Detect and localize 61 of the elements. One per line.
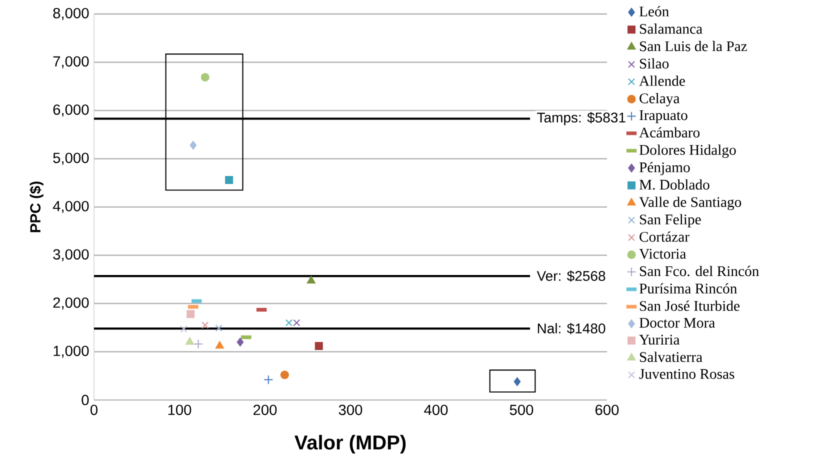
y-tick-label: 3,000: [53, 249, 89, 262]
legend-label: Juventino Rosas: [639, 369, 734, 379]
legend-label: M. Doblado: [639, 179, 710, 190]
point: [215, 324, 222, 332]
legend-label: Celaya: [640, 93, 680, 106]
legend-label: Salamanca: [640, 24, 702, 34]
legend-label: Allende: [639, 76, 685, 86]
y-tick-label: 8,000: [53, 8, 89, 20]
legend-label: San Luis de la Paz: [640, 40, 747, 52]
legend-label: León: [639, 6, 669, 16]
point: [215, 340, 224, 349]
ref-line-label: Tamps: $5831: [537, 112, 626, 126]
point: [180, 326, 188, 333]
x-tick-label: 200: [253, 404, 277, 416]
legend-label: Irapuato: [640, 110, 688, 124]
point: [186, 310, 195, 318]
legend-label: Salvatierra: [640, 352, 702, 362]
legend-label: San Felipe: [640, 214, 701, 228]
y-axis-title: PPC ($): [30, 182, 44, 232]
point: [514, 377, 521, 386]
point: [185, 337, 194, 345]
legend-label: Doctor Mora: [639, 318, 715, 328]
legend-label: Yuriria: [639, 334, 680, 345]
point: [225, 176, 234, 184]
legend-label: Purísima Rincón: [639, 283, 737, 294]
x-tick-label: 500: [510, 404, 534, 416]
legend-label: Dolores Hidalgo: [639, 144, 736, 158]
x-tick-label: 400: [424, 404, 448, 416]
y-tick-label: 5,000: [53, 152, 89, 165]
legend-label: Valle de Santiago: [639, 196, 742, 210]
y-tick-label: 4,000: [52, 200, 89, 214]
point: [306, 276, 316, 284]
x-tick-label: 600: [596, 404, 619, 416]
point: [285, 319, 292, 326]
legend-label: Silao: [640, 58, 669, 69]
point: [236, 338, 244, 347]
x-tick-label: 100: [168, 404, 192, 416]
legend-label: Victoria: [639, 248, 686, 259]
x-axis-title: Valor (MDP): [294, 434, 406, 454]
point: [202, 322, 209, 329]
x-tick-label: 300: [338, 404, 362, 416]
point: [190, 140, 197, 150]
y-tick-label: 7,000: [53, 56, 89, 68]
legend-label: San José Iturbide: [640, 300, 740, 311]
legend-label: San Fco. del Rincón: [640, 266, 759, 276]
y-tick-label: 0: [82, 394, 89, 406]
legend-label: Cortázar: [640, 231, 690, 242]
y-tick-label: 2,000: [53, 297, 89, 310]
point: [314, 342, 323, 350]
y-tick-label: 1,000: [54, 346, 89, 358]
y-tick-label: 6,000: [53, 104, 89, 117]
point: [194, 339, 204, 349]
point: [200, 72, 210, 82]
legend-label: Acámbaro: [639, 127, 700, 138]
ref-line-label: Ver: $2568: [536, 270, 606, 282]
ref-line-label: Nal: $1480: [538, 322, 606, 334]
point: [264, 374, 274, 385]
x-tick-label: 0: [90, 404, 98, 416]
point: [280, 370, 289, 380]
point: [293, 319, 300, 326]
legend-label: Pénjamo: [639, 162, 690, 176]
